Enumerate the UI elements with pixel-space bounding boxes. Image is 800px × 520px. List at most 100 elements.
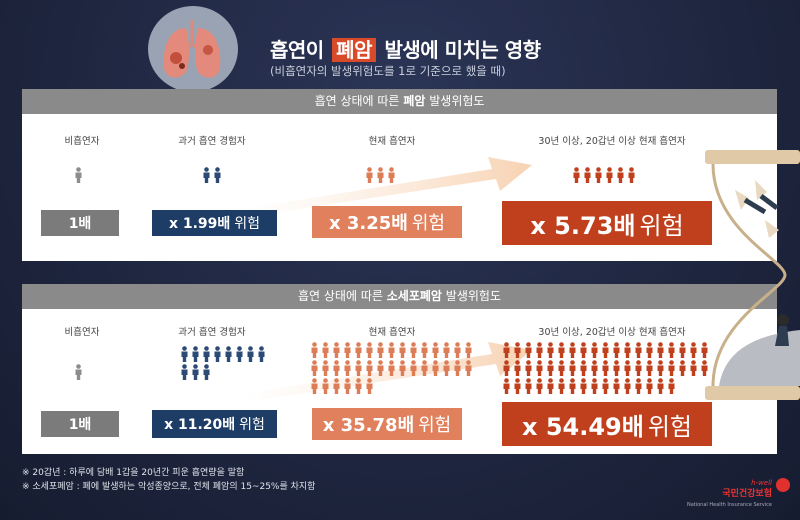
person-icon [311,360,318,376]
person-icon [258,346,265,362]
person-icon [580,378,587,394]
badge-number: x 11.20배 [164,417,236,433]
badge-number: x 35.78배 [322,415,415,436]
person-icon [635,360,642,376]
person-icon [602,342,609,358]
person-icon [657,378,664,394]
risk-badge: x 3.25배 위험 [312,206,462,238]
person-figures [180,346,270,380]
person-icon [355,360,362,376]
person-icon [432,342,439,358]
person-icon [547,378,554,394]
person-icon [525,342,532,358]
person-icon [410,360,417,376]
title-text-before: 흡연이 [270,38,324,62]
column-label: 현재 흡연자 [368,327,416,338]
person-icon [536,342,543,358]
person-icon [657,342,664,358]
person-icon [421,360,428,376]
panel-header: 흡연 상태에 따른 소세포폐암 발생위험도 [22,284,777,309]
person-icon [333,342,340,358]
person-icon [203,167,210,183]
person-icon [75,364,82,380]
person-icon [366,378,373,394]
brand-logo-icon [776,478,790,492]
person-icon [701,360,708,376]
badge-number: x 5.73배 [530,211,636,240]
person-icon [388,360,395,376]
page-subtitle: (비흡연자의 발생위험도를 1로 기준으로 했을 때) [270,64,506,78]
person-icon [377,360,384,376]
badge-word: 위험 [239,417,265,433]
person-icon [432,360,439,376]
person-icon [465,342,472,358]
panel-header-text: 발생위험도 [429,94,485,108]
person-icon [591,360,598,376]
person-icon [558,360,565,376]
footnote: ※ 소세포폐암 : 폐에 발생하는 악성종양으로, 전체 폐암의 15~25%를… [22,482,316,492]
person-icon [646,378,653,394]
person-icon [454,342,461,358]
person-icon [602,378,609,394]
trend-arrow-icon [242,157,532,217]
person-icon [613,342,620,358]
person-icon [355,342,362,358]
person-figures [74,167,94,183]
person-icon [668,342,675,358]
badge-number: x 3.25배 [329,213,408,234]
column-label: 비흡연자 [64,327,100,338]
person-icon [617,167,624,183]
person-icon [366,360,373,376]
title-text-after: 발생에 미치는 영향 [384,38,541,62]
person-icon [573,167,580,183]
panel-header-text: 흡연 상태에 따른 [298,289,383,303]
person-icon [443,342,450,358]
small-cell-lung-cancer-panel: 흡연 상태에 따른 소세포폐암 발생위험도 비흡연자 과거 흡연 경험자 현재 … [22,284,777,454]
person-icon [366,167,373,183]
person-icon [311,378,318,394]
person-figures [310,342,474,394]
column-label: 과거 흡연 경험자 [178,327,246,338]
person-icon [558,378,565,394]
person-icon [690,342,697,358]
person-icon [536,378,543,394]
person-icon [344,378,351,394]
person-icon [421,342,428,358]
person-icon [203,364,210,380]
person-icon [454,360,461,376]
person-icon [628,167,635,183]
person-icon [613,378,620,394]
person-icon [525,360,532,376]
person-icon [668,378,675,394]
person-icon [75,167,82,183]
person-icon [668,360,675,376]
person-icon [503,360,510,376]
person-figures [502,342,714,394]
person-icon [410,342,417,358]
badge-word: 위험 [411,213,445,234]
person-icon [595,167,602,183]
person-icon [247,346,254,362]
person-icon [591,342,598,358]
risk-badge: x 1.99배 위험 [152,210,277,236]
page-title: 흡연이 폐암 발생에 미치는 영향 [270,34,541,63]
person-icon [624,342,631,358]
badge-number: x 1.99배 [168,216,231,232]
person-icon [679,342,686,358]
person-icon [679,360,686,376]
hourglass-illustration [705,150,800,400]
brand-name: 국민건강보험 [722,489,772,499]
column-label: 현재 흡연자 [368,136,416,147]
person-figures [365,167,425,183]
person-icon [311,342,318,358]
footnote: ※ 20갑년 : 하루에 담배 1갑을 20년간 피운 흡연량을 말함 [22,468,245,478]
person-icon [388,167,395,183]
person-icon [584,167,591,183]
risk-badge: 1배 [41,411,119,437]
person-icon [624,378,631,394]
person-icon [569,342,576,358]
lung-cancer-panel: 흡연 상태에 따른 폐암 발생위험도 비흡연자 과거 흡연 경험자 현재 흡연자… [22,89,777,261]
person-icon [701,342,708,358]
person-icon [547,342,554,358]
